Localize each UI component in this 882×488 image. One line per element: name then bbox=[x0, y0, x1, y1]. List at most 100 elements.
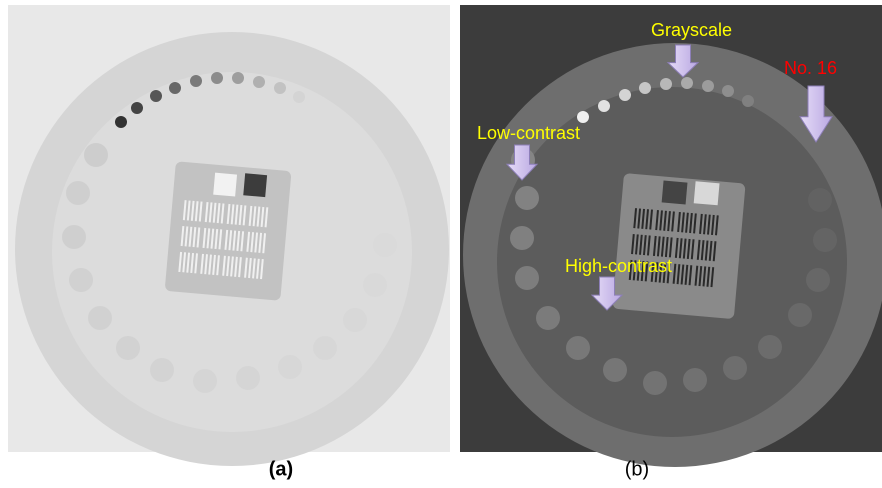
bar bbox=[682, 238, 687, 259]
bar bbox=[649, 209, 653, 230]
bar bbox=[216, 203, 221, 224]
grayscale-dots bbox=[115, 72, 305, 128]
arrow bbox=[590, 276, 624, 311]
bar bbox=[689, 212, 693, 234]
bar bbox=[214, 228, 219, 250]
bar bbox=[656, 236, 661, 257]
grayscale-dots bbox=[577, 77, 754, 123]
bar bbox=[206, 228, 211, 249]
dot bbox=[88, 306, 112, 330]
dot bbox=[515, 186, 539, 210]
bar bbox=[671, 211, 675, 232]
dot bbox=[190, 75, 202, 87]
bar bbox=[224, 229, 229, 250]
dot bbox=[702, 80, 714, 92]
bar bbox=[686, 238, 691, 259]
bar bbox=[636, 260, 641, 281]
bar bbox=[264, 207, 269, 228]
dot bbox=[253, 76, 265, 88]
bar bbox=[650, 261, 655, 282]
bar bbox=[652, 235, 657, 257]
bar bbox=[666, 263, 671, 284]
bar bbox=[678, 238, 683, 259]
bar bbox=[662, 262, 667, 283]
dot bbox=[639, 82, 651, 94]
bar bbox=[232, 230, 237, 251]
bar bbox=[246, 231, 251, 252]
bar bbox=[712, 241, 717, 262]
bar bbox=[708, 240, 713, 261]
bar bbox=[230, 256, 234, 277]
dot bbox=[62, 225, 86, 249]
dot bbox=[643, 371, 667, 395]
dot bbox=[313, 336, 337, 360]
dot bbox=[84, 143, 108, 167]
bar bbox=[234, 256, 238, 277]
bar bbox=[248, 205, 253, 226]
bar bbox=[250, 232, 255, 253]
bar bbox=[654, 262, 659, 283]
bar bbox=[628, 259, 633, 281]
bar bbox=[228, 230, 233, 251]
dot bbox=[660, 78, 672, 90]
bar bbox=[256, 206, 261, 227]
bar bbox=[202, 227, 207, 249]
annotation: Grayscale bbox=[651, 20, 732, 40]
dot bbox=[536, 306, 560, 330]
bar bbox=[631, 234, 635, 255]
bar bbox=[640, 260, 645, 282]
bar bbox=[674, 237, 679, 258]
dot bbox=[373, 233, 397, 257]
bar bbox=[208, 254, 212, 275]
arrow bbox=[799, 85, 833, 143]
bar bbox=[658, 262, 663, 283]
dot bbox=[619, 89, 631, 101]
dot bbox=[343, 308, 367, 332]
bar bbox=[178, 251, 183, 272]
dot bbox=[236, 366, 260, 390]
bar bbox=[693, 213, 697, 234]
bar bbox=[188, 226, 193, 247]
bar bbox=[681, 212, 685, 233]
bar bbox=[200, 253, 204, 274]
bar bbox=[663, 210, 667, 231]
bar bbox=[242, 205, 247, 226]
bar bbox=[248, 258, 252, 279]
bar bbox=[685, 212, 689, 233]
dot bbox=[274, 82, 286, 94]
arrow bbox=[666, 44, 700, 78]
bar bbox=[660, 236, 665, 257]
bar bbox=[218, 229, 223, 250]
bar bbox=[208, 202, 213, 223]
annotation: No. 16 bbox=[784, 58, 837, 78]
bar bbox=[639, 234, 643, 255]
dot bbox=[806, 268, 830, 292]
bar bbox=[204, 202, 209, 223]
bar bbox=[244, 257, 248, 278]
bar bbox=[222, 255, 226, 276]
bar bbox=[655, 210, 659, 231]
dot bbox=[115, 116, 127, 128]
dot bbox=[788, 303, 812, 327]
dot bbox=[683, 368, 707, 392]
bar bbox=[258, 232, 263, 253]
bar bbox=[694, 265, 699, 286]
bar bbox=[194, 253, 199, 274]
bar bbox=[659, 210, 663, 231]
bar bbox=[184, 226, 189, 247]
dot bbox=[150, 358, 174, 382]
bar bbox=[710, 267, 715, 288]
bar bbox=[226, 203, 231, 225]
bar bbox=[667, 211, 671, 232]
bar bbox=[702, 266, 707, 287]
dot bbox=[131, 102, 143, 114]
dot bbox=[116, 336, 140, 360]
bar bbox=[190, 252, 195, 274]
panel-a bbox=[8, 5, 450, 466]
dot bbox=[566, 336, 590, 360]
dot bbox=[69, 268, 93, 292]
dot bbox=[66, 181, 90, 205]
bar bbox=[668, 237, 673, 258]
bar bbox=[212, 254, 216, 275]
